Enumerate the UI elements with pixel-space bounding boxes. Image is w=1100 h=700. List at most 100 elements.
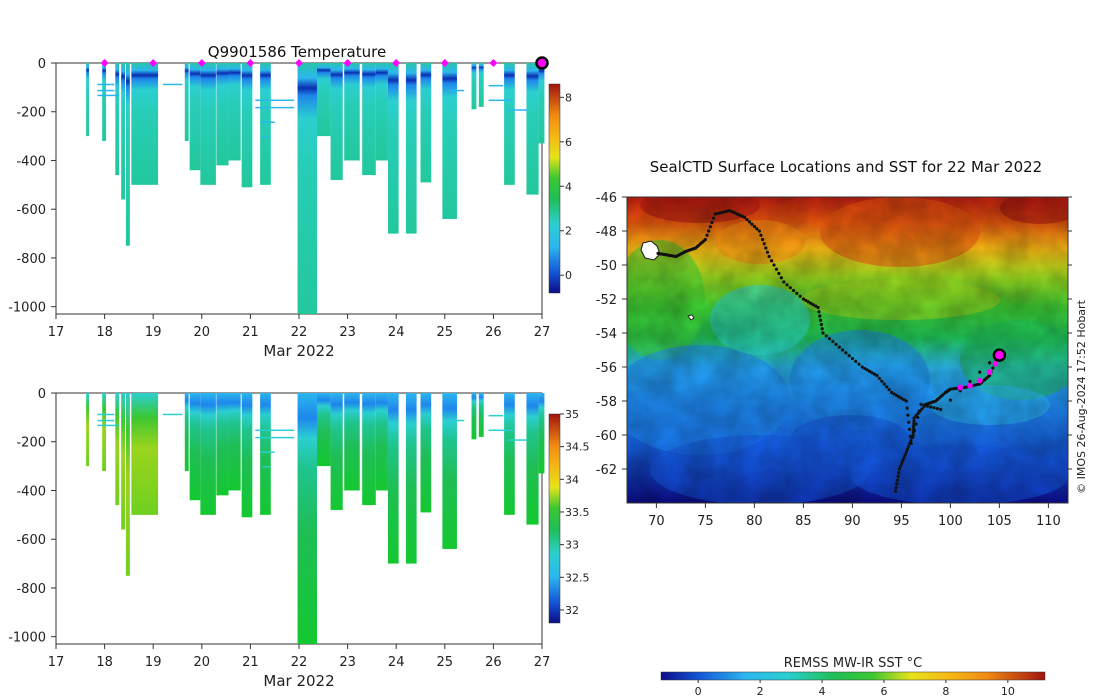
profile-column-23 — [442, 63, 457, 219]
track-point — [882, 382, 886, 386]
x-tick-label: 23 — [339, 655, 356, 670]
y-tick-label: -800 — [16, 582, 46, 597]
streak-line-5 — [255, 99, 295, 102]
recent-track-point-5 — [992, 360, 999, 367]
track-point — [804, 298, 808, 303]
profile-column-10 — [216, 393, 229, 496]
track-point — [656, 251, 660, 255]
track-point — [767, 254, 771, 259]
profile-day-marker-9 — [489, 59, 498, 67]
track-point — [820, 327, 824, 331]
profile-day-marker-6 — [343, 59, 352, 67]
track-point — [723, 210, 727, 214]
profile-day-marker-7 — [392, 59, 401, 67]
track-point — [907, 420, 911, 424]
track-point — [728, 209, 732, 213]
map-x-tick-label: 75 — [697, 514, 714, 529]
profile-column-19 — [375, 393, 388, 491]
track-point — [779, 276, 783, 280]
track-point — [935, 407, 939, 411]
track-point — [914, 422, 918, 426]
map-x-tick-label: 90 — [844, 514, 861, 529]
recent-track-point-3 — [977, 377, 983, 384]
track-point — [718, 211, 722, 215]
track-point — [877, 376, 881, 380]
track-point — [870, 371, 874, 375]
track-point — [865, 368, 869, 372]
streak-line-12 — [262, 466, 270, 468]
track-point — [901, 458, 905, 463]
x-tick-label: 23 — [339, 325, 356, 340]
profile-column-16 — [330, 393, 343, 510]
profile-column-6 — [131, 393, 159, 515]
streak-line-5 — [255, 429, 295, 432]
track-point — [814, 304, 818, 308]
streak-line-7 — [449, 89, 465, 92]
map-y-tick-label: -46 — [596, 191, 617, 206]
x-tick-label: 22 — [291, 655, 308, 670]
chart-title: Q9901586 Temperature — [208, 43, 386, 61]
streak-line-4 — [162, 83, 183, 86]
x-tick-label: 18 — [96, 655, 113, 670]
track-point — [975, 382, 979, 387]
track-point — [863, 366, 867, 371]
track-point — [895, 478, 900, 482]
track-point — [892, 392, 896, 396]
profile-column-10 — [216, 63, 229, 166]
track-point — [847, 354, 851, 358]
track-point — [809, 301, 813, 305]
track-point — [875, 373, 879, 378]
sst-colorbar-tick-label: 2 — [757, 685, 764, 698]
track-point — [782, 280, 786, 284]
track-point — [916, 415, 920, 420]
track-point — [827, 337, 832, 341]
profile-column-18 — [362, 393, 376, 506]
profile-column-15 — [316, 63, 331, 137]
profile-column-23 — [442, 393, 457, 549]
track-point — [900, 461, 904, 465]
track-point — [912, 428, 917, 433]
profile-column-8 — [189, 63, 201, 171]
profile-column-24 — [471, 63, 477, 110]
track-point — [899, 396, 904, 400]
profile-column-9 — [200, 63, 216, 185]
salinity-section-chart: 17 18 19 20 21 22 23 24 25 26 27 0 -200 -400 -600 -800 -… — [8, 387, 589, 690]
colorbar-tick-label: 0 — [565, 269, 572, 282]
y-tick-label: -400 — [16, 154, 46, 169]
profile-column-12 — [241, 63, 253, 188]
track-point — [912, 424, 916, 429]
streak-line-2 — [97, 89, 115, 92]
recent-track-point-2 — [967, 382, 973, 389]
recent-track-point-4 — [986, 369, 993, 375]
profile-column-17 — [344, 393, 360, 491]
map-x-tick-label: 110 — [1036, 514, 1061, 529]
current-position-marker — [992, 348, 1007, 362]
track-point — [733, 211, 737, 215]
track-point — [795, 291, 799, 295]
track-point — [922, 403, 926, 407]
colorbar-tick-label: 4 — [565, 180, 572, 193]
streak-line-9 — [488, 429, 513, 432]
profile-day-marker-4 — [246, 59, 255, 67]
colorbar-tick-label: 35 — [565, 408, 579, 421]
profile-day-marker-3 — [197, 59, 206, 67]
track-point — [902, 397, 906, 402]
map-x-tick-label: 70 — [648, 514, 665, 529]
track-point — [831, 339, 835, 344]
profile-column-7 — [184, 393, 189, 471]
streak-line-8 — [488, 84, 504, 87]
sst-colorbar-tick-label: 0 — [695, 685, 702, 698]
profile-column-22 — [420, 393, 432, 513]
heard-island — [687, 314, 695, 321]
track-point — [919, 402, 923, 406]
track-point — [854, 359, 858, 363]
track-point — [895, 482, 899, 486]
profile-column-27 — [526, 393, 539, 525]
track-point — [841, 348, 845, 352]
colorbar-tick-label: 6 — [565, 136, 572, 149]
track-point — [713, 212, 717, 216]
sst-colorbar — [660, 671, 1046, 681]
colorbar-tick-label: 33.5 — [565, 506, 590, 519]
map-y-tick-label: -48 — [596, 225, 617, 240]
map-credit: © IMOS 26-Aug-2024 17:52 Hobart — [1075, 299, 1088, 493]
